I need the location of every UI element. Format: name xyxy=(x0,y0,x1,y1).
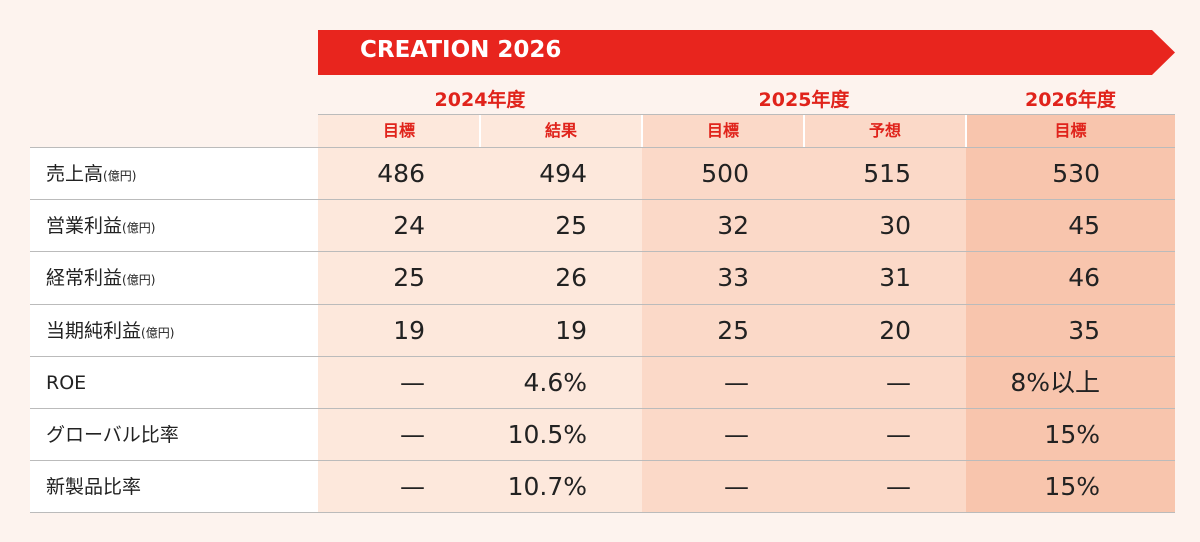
cell-value: 25 xyxy=(717,315,749,345)
row-label-text: 売上高 xyxy=(46,163,104,185)
cell-value: 19 xyxy=(393,315,425,345)
column-bg xyxy=(804,115,966,514)
header-rule xyxy=(318,114,1175,115)
row-label: 新製品比率 xyxy=(30,461,318,513)
row-rule xyxy=(30,303,1175,305)
cell-value: — xyxy=(400,420,425,449)
row-label: 当期純利益(億円) xyxy=(30,305,318,357)
row-label-text: 経常利益 xyxy=(46,267,123,290)
year-header: 2025年度 xyxy=(758,89,850,111)
sub-header: 結果 xyxy=(544,121,577,140)
cell-value: 500 xyxy=(701,159,749,188)
row-label-text: 当期純利益 xyxy=(46,319,142,342)
row-label: 経常利益(億円) xyxy=(30,252,318,304)
year-header: 2026年度 xyxy=(1025,89,1116,111)
cell-value: 515 xyxy=(863,159,911,188)
row-label: 営業利益(億円) xyxy=(30,200,318,252)
sub-header: 予想 xyxy=(868,121,901,140)
row-rule xyxy=(30,251,1175,253)
cell-value: 530 xyxy=(1052,159,1100,188)
cell-value: — xyxy=(724,367,749,397)
column-bg xyxy=(480,115,642,514)
cell-value: 4.6% xyxy=(523,367,587,397)
row-unit: (億円) xyxy=(122,273,156,288)
cell-value: 31 xyxy=(879,263,911,293)
cell-value: — xyxy=(400,367,425,397)
cell-value: — xyxy=(886,420,911,449)
row-rule xyxy=(30,355,1175,357)
row-rule xyxy=(30,147,1175,148)
row-label-text: グローバル比率 xyxy=(46,424,179,446)
row-label-text: 営業利益 xyxy=(46,215,123,238)
cell-value: — xyxy=(724,472,749,502)
cell-value: 494 xyxy=(539,159,587,188)
cell-value: 19 xyxy=(555,315,587,345)
cell-value: — xyxy=(400,472,425,502)
cell-value: 486 xyxy=(377,159,425,188)
row-label-text: ROE xyxy=(46,371,87,394)
column-bg xyxy=(966,115,1175,514)
row-label: グローバル比率 xyxy=(30,409,318,461)
cell-value: 10.7% xyxy=(507,472,587,502)
cell-value: 25 xyxy=(555,211,587,241)
row-label-text: 新製品比率 xyxy=(46,476,142,499)
column-bg xyxy=(642,115,804,514)
sub-header: 目標 xyxy=(1054,121,1087,140)
column-bg xyxy=(318,115,480,514)
cell-value: 25 xyxy=(393,263,425,293)
cell-value: 24 xyxy=(393,211,425,241)
row-label: ROE xyxy=(30,357,318,409)
label-column-bg xyxy=(30,148,318,514)
cell-value: 35 xyxy=(1068,315,1100,345)
cell-value: 20 xyxy=(879,315,911,345)
sub-header: 目標 xyxy=(706,121,739,140)
cell-value: 8%以上 xyxy=(1010,367,1100,397)
row-rule xyxy=(30,408,1175,409)
banner-title: CREATION 2026 xyxy=(360,37,562,63)
cell-value: 32 xyxy=(717,211,749,241)
cell-value: 10.5% xyxy=(507,420,587,449)
sub-header: 目標 xyxy=(382,121,415,140)
cell-value: — xyxy=(886,472,911,502)
cell-value: 26 xyxy=(555,263,587,293)
cell-value: — xyxy=(724,420,749,449)
year-header: 2024年度 xyxy=(434,89,526,111)
row-rule xyxy=(30,512,1175,514)
row-rule xyxy=(30,199,1175,201)
column-separator xyxy=(965,115,967,148)
row-unit: (億円) xyxy=(141,325,175,340)
banner: CREATION 2026 xyxy=(318,30,1175,75)
cell-value: 33 xyxy=(717,263,749,293)
row-rule xyxy=(30,460,1175,462)
cell-value: — xyxy=(886,367,911,397)
column-separator xyxy=(803,115,805,148)
cell-value: 15% xyxy=(1044,472,1100,502)
cell-value: 30 xyxy=(879,211,911,241)
row-unit: (億円) xyxy=(122,221,156,236)
cell-value: 45 xyxy=(1068,211,1100,241)
column-separator xyxy=(479,115,481,148)
cell-value: 15% xyxy=(1044,420,1100,449)
row-label: 売上高(億円) xyxy=(30,148,318,200)
column-separator xyxy=(641,115,643,148)
row-unit: (億円) xyxy=(103,169,137,183)
cell-value: 46 xyxy=(1068,263,1100,293)
